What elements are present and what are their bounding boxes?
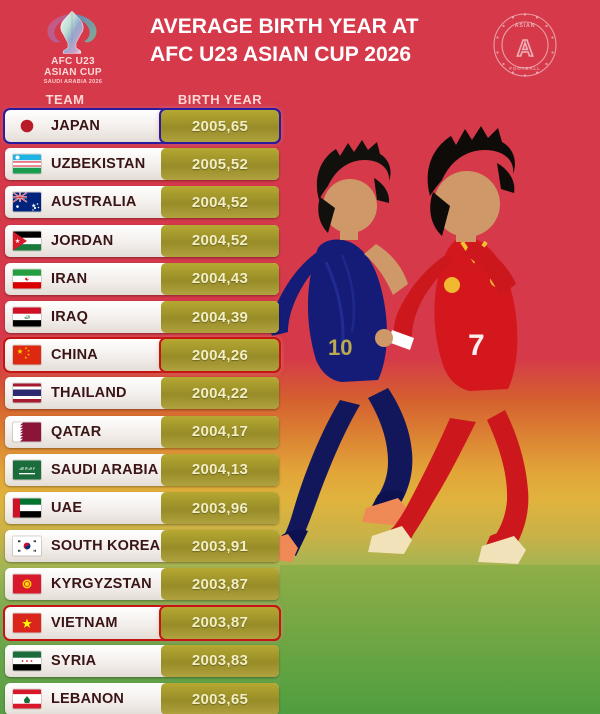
svg-text:لا اله الا الله: لا اله الا الله [19, 466, 35, 470]
svg-text:10: 10 [328, 335, 352, 360]
svg-text:الله: الله [24, 315, 30, 320]
svg-text:7: 7 [468, 329, 485, 362]
svg-text:☯: ☯ [25, 276, 30, 282]
